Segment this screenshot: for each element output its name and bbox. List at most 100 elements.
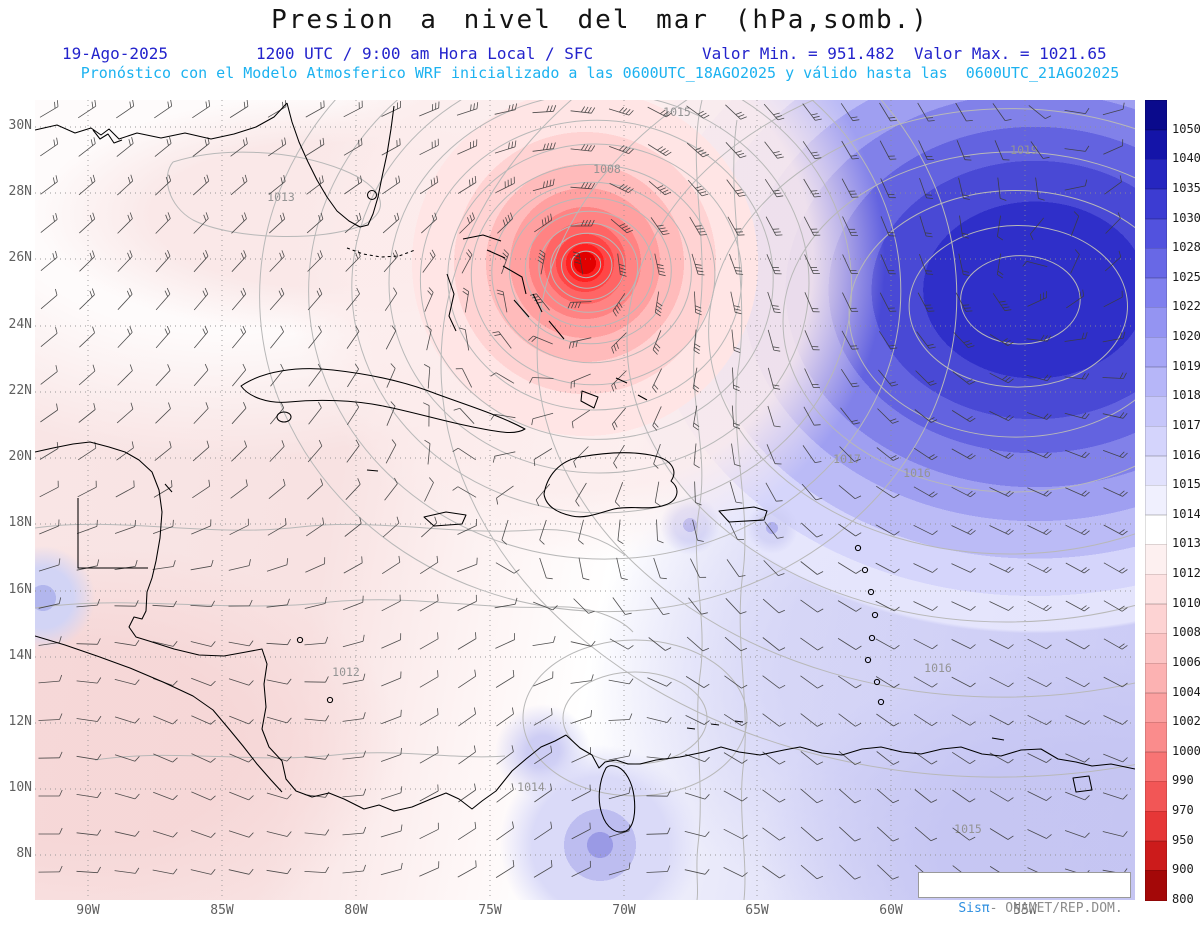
contour-label: 1016 (903, 466, 931, 480)
lat-tick-label: 10N (8, 780, 32, 795)
colorbar-block (1145, 277, 1167, 308)
lat-tick-label: 14N (8, 648, 32, 663)
colorbar-block (1145, 603, 1167, 634)
colorbar-label: 1008 (1172, 625, 1200, 640)
colorbar-block (1145, 307, 1167, 338)
map-overlay: 1015 1008 1013 1019 1017 1016 1012 1016 1014 1015 (35, 100, 1135, 900)
model-info-line: Pronóstico con el Modelo Atmosferico WRF… (80, 64, 1120, 82)
colorbar-block (1145, 366, 1167, 397)
contour-label: 1013 (267, 190, 295, 204)
credit-org-label: - ONAMET/REP.DOM. (989, 901, 1123, 916)
credit-box: Sisπ- ONAMET/REP.DOM. (918, 872, 1131, 916)
forecast-date: 19-Ago-2025 (62, 44, 168, 63)
colorbar-block (1145, 218, 1167, 249)
wind-barbs (38, 100, 1128, 880)
lon-tick-label: 60W (879, 903, 903, 918)
colorbar-block (1145, 396, 1167, 427)
lat-tick-label: 8N (16, 846, 32, 861)
contour-label: 1019 (1010, 143, 1038, 157)
colorbar-block (1145, 781, 1167, 812)
colorbar-label: 1030 (1172, 210, 1200, 225)
colorbar-label: 1050 (1172, 121, 1200, 136)
coastlines (35, 102, 1135, 833)
lat-tick-label: 30N (8, 118, 32, 133)
lon-tick-label: 90W (76, 903, 100, 918)
colorbar-block (1145, 692, 1167, 723)
contour-label: 1017 (833, 452, 861, 466)
colorbar-label: 1010 (1172, 595, 1200, 610)
colorbar-label: 1035 (1172, 180, 1200, 195)
colorbar-block (1145, 129, 1167, 160)
colorbar-block (1145, 188, 1167, 220)
contour-label: 1015 (954, 822, 982, 836)
page-title: Presion a nivel del mar (hPa,somb.) (271, 5, 929, 35)
colorbar-label: 1000 (1172, 743, 1200, 758)
latlon-grid (35, 100, 1135, 900)
lat-tick-label: 26N (8, 250, 32, 265)
lat-tick-label: 20N (8, 449, 32, 464)
colorbar-block (1145, 633, 1167, 664)
colorbar-block (1145, 455, 1167, 486)
lon-tick-label: 65W (745, 903, 769, 918)
credit-system-label: Sisπ (958, 901, 990, 916)
colorbar-label: 800 (1172, 892, 1194, 906)
lat-tick-label: 18N (8, 515, 32, 530)
colorbar-label: 1013 (1172, 536, 1200, 551)
colorbar-block (1145, 544, 1167, 575)
colorbar-block (1145, 722, 1167, 753)
colorbar-label: 1006 (1172, 654, 1200, 669)
colorbar-block (1145, 840, 1167, 871)
contour-label: 1014 (517, 780, 545, 794)
lat-tick-label: 16N (8, 582, 32, 597)
colorbar-block (1145, 662, 1167, 694)
lat-tick-label: 22N (8, 383, 32, 398)
colorbar-label: 1012 (1172, 566, 1200, 581)
lon-tick-label: 75W (478, 903, 502, 918)
pressure-map: 1015 1008 1013 1019 1017 1016 1012 1016 1014 1015 (35, 100, 1135, 900)
lon-tick-label: 85W (210, 903, 234, 918)
colorbar-label: 1022 (1172, 299, 1200, 314)
colorbar-label: 1015 (1172, 477, 1200, 492)
colorbar-label: 1017 (1172, 417, 1200, 432)
lat-tick-label: 28N (8, 184, 32, 199)
lon-tick-label: 55W (1007, 903, 1043, 918)
colorbar-label: 970 (1172, 803, 1194, 818)
colorbar-block (1145, 751, 1167, 783)
colorbar-label: 1025 (1172, 269, 1200, 284)
contour-label: 1015 (663, 105, 691, 119)
colorbar-block (1145, 100, 1167, 131)
contour-label: 1012 (332, 665, 360, 679)
colorbar-label: 1028 (1172, 240, 1200, 255)
colorbar-label: 1019 (1172, 358, 1200, 373)
lat-tick-label: 24N (8, 317, 32, 332)
contour-label-layer: 1015 1008 1013 1019 1017 1016 1012 1016 1014 1015 (267, 105, 1038, 836)
colorbar-block (1145, 811, 1167, 842)
colorbar-label: 990 (1172, 773, 1194, 788)
colorbar-block (1145, 159, 1167, 190)
pressure-contours (35, 100, 1135, 900)
colorbar-block (1145, 248, 1167, 279)
forecast-time: 1200 UTC / 9:00 am Hora Local / SFC (256, 44, 594, 63)
contour-label: 1008 (593, 162, 621, 176)
colorbar-block (1145, 574, 1167, 605)
colorbar-label: 1020 (1172, 329, 1200, 344)
colorbar-block (1145, 425, 1167, 457)
lat-tick-label: 12N (8, 714, 32, 729)
minmax-values: Valor Min. = 951.482 Valor Max. = 1021.6… (702, 44, 1107, 63)
colorbar-block (1145, 870, 1167, 901)
colorbar-label: 900 (1172, 862, 1194, 877)
colorbar: 1050 1040 1035 1030 1028 1025 1022 1020 1019 1018… (1145, 100, 1200, 906)
colorbar-label: 1018 (1172, 388, 1200, 403)
colorbar-label: 1002 (1172, 714, 1200, 729)
colorbar-label: 950 (1172, 832, 1194, 847)
colorbar-label: 1014 (1172, 506, 1200, 521)
colorbar-block (1145, 514, 1167, 546)
colorbar-label: 1040 (1172, 151, 1200, 166)
colorbar-label: 1016 (1172, 447, 1200, 462)
lon-tick-label: 70W (612, 903, 636, 918)
colorbar-block (1145, 337, 1167, 368)
contour-label: 1016 (924, 661, 952, 675)
colorbar-block (1145, 485, 1167, 516)
lon-tick-label: 80W (344, 903, 368, 918)
